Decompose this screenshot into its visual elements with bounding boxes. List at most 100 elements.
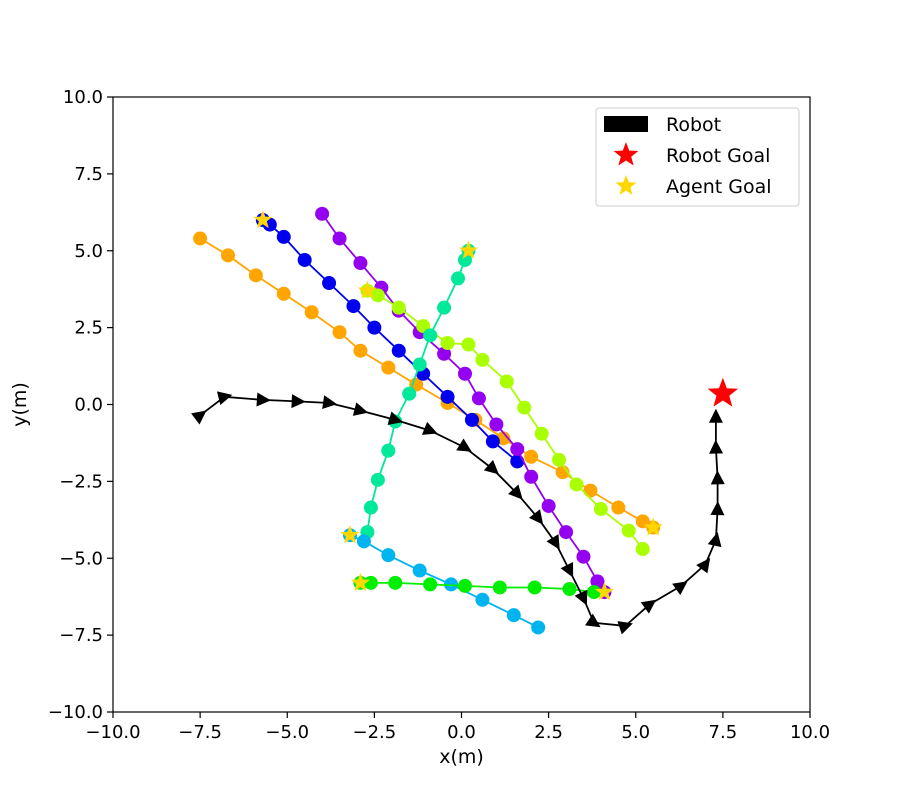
agent-position-marker — [541, 498, 556, 513]
agent-position-marker — [304, 305, 319, 320]
agent-position-marker — [464, 412, 479, 427]
agent-position-marker — [370, 288, 385, 303]
robot-position-marker — [708, 408, 723, 423]
agent-position-marker — [423, 577, 438, 592]
y-tick-label: 10.0 — [63, 87, 103, 108]
robot-position-marker — [217, 391, 233, 406]
agent-position-marker — [590, 574, 605, 589]
agent-position-marker — [391, 343, 406, 358]
agent-position-marker — [562, 582, 577, 596]
agent-trajectory — [353, 575, 601, 600]
x-tick-label: 5.0 — [621, 722, 650, 743]
robot-position-marker — [672, 581, 688, 596]
robot-position-marker — [696, 558, 711, 574]
robot-position-marker — [585, 613, 601, 628]
x-tick-label: −7.5 — [178, 722, 222, 743]
robot-goal-star — [707, 377, 739, 407]
agent-position-marker — [457, 578, 472, 593]
robot-position-marker — [640, 599, 657, 614]
agent-position-marker — [370, 472, 385, 487]
robot-position-marker — [574, 589, 588, 606]
y-tick-label: −2.5 — [59, 471, 103, 492]
robot-position-marker — [710, 501, 725, 516]
y-tick-label: −5.0 — [59, 548, 103, 569]
agent-position-marker — [440, 389, 455, 404]
agent-trajectory — [360, 283, 650, 557]
agent-position-marker — [437, 300, 452, 315]
agent-path-line — [199, 237, 654, 529]
agent-goal-star — [350, 572, 370, 591]
agent-position-marker — [517, 400, 532, 415]
agent-position-marker — [510, 454, 525, 469]
agent-position-marker — [475, 352, 490, 367]
agent-position-marker — [499, 374, 514, 389]
agent-position-marker — [276, 286, 291, 301]
agent-position-marker — [457, 252, 472, 267]
robot-position-marker — [483, 459, 499, 475]
robot-position-marker — [256, 392, 271, 407]
agent-position-marker — [593, 502, 608, 517]
agent-position-marker — [461, 337, 476, 352]
agent-position-marker — [621, 523, 636, 538]
agent-trajectory — [342, 528, 546, 635]
agent-position-marker — [363, 500, 378, 515]
agent-goal-star — [643, 517, 663, 536]
y-tick-label: 7.5 — [74, 164, 103, 185]
agent-trajectory — [255, 213, 525, 469]
robot-position-marker — [528, 509, 544, 525]
agent-position-marker — [471, 391, 486, 406]
agent-position-marker — [363, 575, 378, 590]
robot-trajectory — [191, 391, 725, 635]
legend-agent-goal-star — [615, 175, 637, 195]
robot-position-marker — [617, 621, 633, 635]
agent-position-marker — [315, 206, 330, 221]
robot-position-marker — [387, 411, 403, 425]
agent-position-marker — [451, 271, 466, 286]
agent-position-marker — [569, 477, 584, 492]
x-tick-label: 7.5 — [709, 722, 738, 743]
robot-position-marker — [191, 410, 207, 425]
y-tick-label: −7.5 — [59, 625, 103, 646]
agent-position-marker — [552, 452, 567, 467]
agent-goal-star — [458, 240, 478, 259]
agent-position-marker — [353, 256, 368, 271]
y-axis-label: y(m) — [9, 382, 31, 427]
agent-goal-star — [357, 280, 377, 299]
agent-position-marker — [534, 426, 549, 441]
agent-position-marker — [635, 542, 650, 557]
agent-position-marker — [444, 577, 459, 592]
x-tick-label: 10.0 — [790, 722, 830, 743]
agent-trajectory — [360, 243, 476, 540]
agent-position-marker — [524, 469, 539, 484]
agent-position-marker — [437, 346, 452, 361]
agent-position-marker — [193, 231, 208, 246]
agent-position-marker — [524, 449, 539, 464]
agent-position-marker — [559, 525, 574, 540]
agent-goal-star — [253, 210, 273, 229]
agent-position-marker — [412, 357, 427, 372]
y-tick-label: 5.0 — [74, 241, 103, 262]
legend-robot-label: Robot — [666, 114, 721, 136]
x-tick-label: −5.0 — [265, 722, 309, 743]
legend-robot-goal-star — [613, 142, 639, 166]
agent-position-marker — [391, 300, 406, 315]
legend-robot-goal-label: Robot Goal — [666, 145, 770, 167]
agent-position-marker — [276, 229, 291, 244]
agent-position-marker — [332, 325, 347, 340]
agent-position-marker — [322, 276, 337, 291]
y-tick-label: 2.5 — [74, 318, 103, 339]
x-axis-label: x(m) — [439, 746, 484, 768]
agent-position-marker — [367, 320, 382, 335]
agent-position-marker — [353, 343, 368, 358]
robot-position-marker — [709, 439, 724, 454]
agent-position-marker — [611, 500, 626, 515]
agent-position-marker — [527, 580, 542, 595]
goals-layer — [253, 210, 739, 601]
agent-goal-star — [340, 525, 360, 544]
robot-position-marker — [291, 394, 306, 409]
robot-position-marker — [322, 395, 338, 410]
agent-position-marker — [576, 549, 591, 564]
agent-position-marker — [412, 563, 427, 578]
legend: Robot Robot Goal Agent Goal — [595, 107, 800, 207]
x-tick-label: 2.5 — [534, 722, 563, 743]
